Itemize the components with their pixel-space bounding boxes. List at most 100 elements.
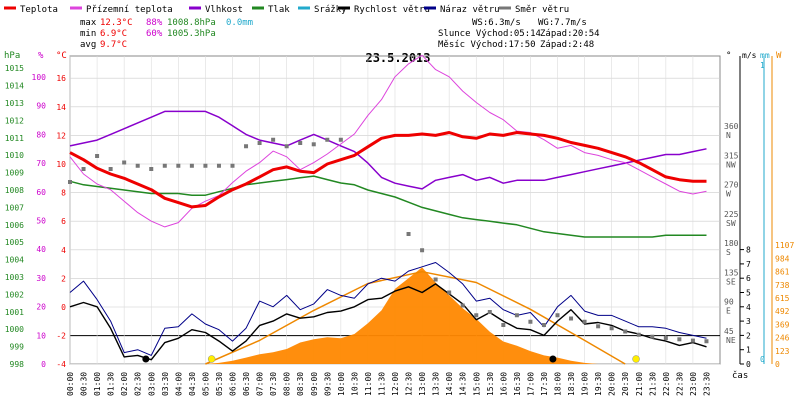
tick-pct: 0 [41,360,46,369]
tick-hpa: 1012 [5,116,24,125]
tick-degc: 2 [61,274,66,283]
wind-dir-dot [609,326,614,331]
x-tick-label: 00:00 [66,372,75,396]
wind-dir-dot [623,329,628,334]
wind-dir-dot [68,180,72,184]
series-prizemni [69,54,707,228]
wind-dir-dot [528,319,533,324]
x-tick-label: 21:30 [648,372,657,396]
moonrise-marker [549,355,557,363]
x-tick-label: 01:30 [107,372,116,396]
stat-min-label: min [80,29,96,39]
series-vlhkost [69,110,707,190]
tick-w: 861 [775,268,790,277]
x-tick-label: 00:30 [80,372,89,396]
tick-pct: 30 [36,274,46,283]
tick-hpa: 1001 [5,308,24,317]
tick-degc: 12 [56,131,66,140]
tick-dir: 225 [724,210,739,219]
tick-w: 738 [775,281,790,290]
tick-w: 492 [775,307,790,316]
tick-pct: 50 [36,217,46,226]
stat-max-hum: 88% [146,18,163,28]
x-tick-label: 13:00 [418,372,427,396]
tick-pct: 10 [36,331,46,340]
x-tick-label: 17:00 [526,372,535,396]
x-tick-label: 20:00 [608,372,617,396]
tick-dir-word: S [726,248,731,257]
grid [69,56,720,365]
wind-dir-dot [514,313,519,318]
x-tick-label: 21:00 [635,372,644,396]
tick-w: 1107 [775,241,794,250]
wind-dir-dot [433,277,438,282]
tick-dir-word: NE [726,336,736,345]
tick-hpa: 1004 [5,256,24,265]
tick-ms: 5 [746,289,751,298]
tick-dir: 180 [724,239,739,248]
wind-dir-dot [298,141,303,145]
tick-hpa: 1010 [5,151,24,160]
tick-dir: 90 [724,298,734,307]
x-tick-label: 23:00 [689,372,698,396]
x-tick-label: 05:00 [201,372,210,396]
wind-dir-dot [271,137,276,142]
tick-degc: 4 [61,246,66,255]
tick-hpa: 1007 [5,203,24,212]
wind-dir-dot [596,324,601,329]
x-tick-label: 03:30 [161,372,170,396]
tick-degc: 14 [56,103,66,112]
x-tick-label: 19:00 [581,372,590,396]
wind-dir-dot [487,310,492,314]
legend-label: Přízemní teplota [86,5,173,15]
axis-label-time: čas [732,370,748,381]
x-tick-label: 10:00 [337,372,346,396]
wind-dir-dot [176,163,181,168]
tick-hpa: 1006 [5,221,24,230]
tick-mm: 0 [760,355,765,364]
tick-ms: 1 [746,346,751,355]
x-tick-label: 16:30 [513,372,522,396]
x-tick-label: 12:30 [405,372,414,396]
x-tick-label: 18:00 [554,372,563,396]
axes: 1614121086420-2-410090807060504030201001… [5,56,794,369]
x-tick-label: 06:30 [242,372,251,396]
sunset-marker [632,355,640,363]
info-sun: Slunce Východ:05:14 [438,29,541,39]
chart-title: 23.5.2013 [365,51,430,65]
x-tick-label: 20:30 [621,372,630,396]
legend-label: Náraz větru [440,5,500,15]
tick-w: 984 [775,254,790,263]
series-tlak [69,175,707,238]
axis-unit-hpa: hPa [4,51,20,61]
axis-unit-pct: % [38,51,44,61]
moonset-marker [142,355,150,363]
stats-block: max 12.3°C 88% 1008.8hPa 0.0mm min 6.9°C… [80,18,253,50]
info-ws: WS:6.3m/s [472,18,521,28]
tick-w: 369 [775,320,790,329]
stat-max-label: max [80,18,97,28]
x-tick-label: 08:00 [283,372,292,396]
stat-min-temp: 6.9°C [100,29,127,39]
wind-dir-dot [555,313,560,318]
wind-dir-dot [636,332,641,337]
wind-dir-dot [284,144,289,149]
wind-dir-dot [162,163,167,168]
wind-dir-dot [149,167,154,171]
tick-hpa: 1000 [5,325,24,334]
tick-hpa: 1003 [5,273,24,282]
x-tick-label: 11:00 [364,372,373,396]
info-sun-set: Západ:20:54 [540,29,600,39]
x-tick-label: 01:00 [93,372,102,396]
tick-ms: 6 [746,274,751,283]
wind-dir-dot [406,232,411,236]
stat-max-temp: 12.3°C [100,18,133,28]
x-tick-label: 14:00 [445,372,454,396]
tick-pct: 60 [36,188,46,197]
sunrise-marker [207,355,216,363]
x-tick-label: 09:00 [310,372,319,396]
series-naraz [69,262,707,356]
radiation-area [70,267,707,364]
wind-dir-dot [338,137,343,142]
